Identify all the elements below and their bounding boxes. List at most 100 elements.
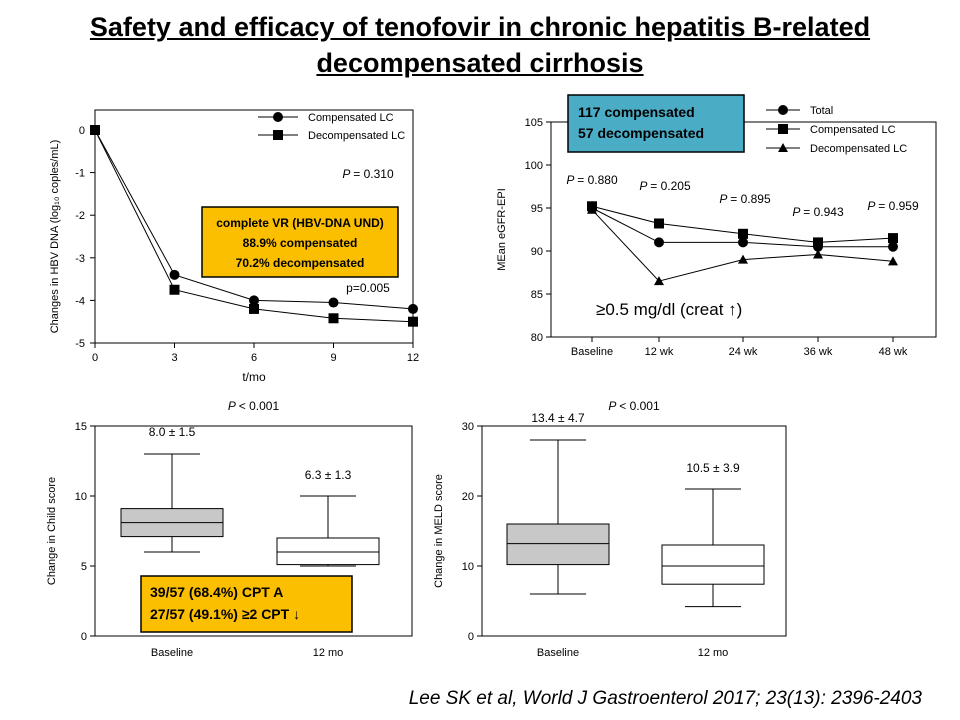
egfr-x-tick-label: 12 wk — [645, 346, 674, 358]
egfr-p-value: P = 0.959 — [867, 199, 919, 213]
hbv-point — [90, 125, 100, 135]
egfr-y-tick-label: 80 — [531, 332, 543, 344]
hbv-point — [249, 295, 259, 306]
egfr-x-tick-label: 24 wk — [729, 346, 758, 358]
meld-p-value: P < 0.001 — [608, 399, 660, 413]
hbv-x-tick-label: 3 — [171, 352, 177, 364]
hbv-p-value: P = 0.310 — [342, 167, 394, 181]
child-p-value: P < 0.001 — [228, 399, 280, 413]
child-callout — [140, 575, 353, 633]
hbv-point — [328, 297, 339, 308]
child-y-tick-label: 0 — [81, 631, 87, 643]
egfr-x-tick-label: 36 wk — [804, 346, 833, 358]
egfr-point — [587, 204, 597, 214]
egfr-y-tick-label: 100 — [525, 160, 543, 172]
hbv-y-tick-label: -2 — [75, 210, 85, 222]
hbv-x-axis-label: t/mo — [242, 370, 266, 384]
egfr-point — [654, 237, 664, 248]
egfr-legend-marker — [778, 143, 788, 152]
child-callout-line: 39/57 (68.4%) CPT A — [150, 584, 283, 600]
egfr-callout-line: 117 compensated — [578, 104, 695, 120]
egfr-point — [813, 237, 823, 248]
egfr-x-tick-label: Baseline — [571, 346, 613, 358]
hbv-y-tick-label: -1 — [75, 168, 85, 180]
meld-y-tick-label: 30 — [462, 421, 474, 433]
egfr-legend-label: Decompensated LC — [810, 143, 907, 155]
egfr-callout-line: 57 decompensated — [578, 125, 704, 141]
child-y-tick-label: 10 — [75, 491, 87, 503]
child-box — [276, 537, 380, 566]
meld-plot-frame — [481, 425, 787, 637]
hbv-legend-marker — [273, 130, 283, 140]
meld-x-tick-label: Baseline — [537, 647, 579, 659]
hbv-x-tick-label: 6 — [251, 352, 257, 364]
hbv-point — [328, 313, 339, 324]
meld-mean-label: 10.5 ± 3.9 — [686, 461, 740, 475]
child-x-tick-label: 12 mo — [313, 647, 344, 659]
egfr-y-axis-label: MEan eGFR-EPI — [496, 188, 508, 271]
child-callout-line: 27/57 (49.1%) ≥2 CPT ↓ — [150, 606, 300, 622]
meld-x-tick-label: 12 mo — [698, 647, 729, 659]
egfr-point — [888, 233, 898, 244]
egfr-point — [888, 256, 898, 266]
hbv-x-tick-label: 9 — [330, 352, 336, 364]
egfr-point — [888, 241, 898, 252]
meld-box — [506, 523, 610, 566]
egfr-legend-marker — [778, 124, 788, 134]
egfr-y-tick-label: 85 — [531, 289, 543, 301]
hbv-legend-marker — [273, 112, 283, 122]
hbv-y-tick-label: -3 — [75, 253, 85, 265]
meld-y-axis-label: Change in MELD score — [433, 474, 445, 588]
child-x-tick-label: Baseline — [151, 647, 193, 659]
hbv-point — [249, 303, 259, 314]
slide-title-line-2: decompensated cirrhosis — [316, 48, 644, 78]
egfr-point — [738, 228, 748, 239]
egfr-legend-label: Compensated LC — [810, 124, 896, 136]
hbv-legend-label: Compensated LC — [308, 112, 394, 124]
hbv-callout — [201, 206, 399, 278]
egfr-point — [738, 254, 748, 264]
meld-box — [661, 544, 765, 585]
egfr-p-value: P = 0.205 — [639, 179, 691, 193]
hbv-x-tick-label: 12 — [407, 352, 419, 364]
egfr-p-value: P = 0.943 — [792, 205, 844, 219]
slide-title-line-1: Safety and efficacy of tenofovir in chro… — [89, 12, 871, 42]
child-y-axis-label: Change in Child score — [46, 477, 58, 585]
hbv-callout-line: 88.9% compensated — [243, 236, 358, 250]
child-y-tick-label: 5 — [81, 561, 87, 573]
egfr-legend-label: Total — [810, 105, 833, 117]
hbv-callout-line: 70.2% decompensated — [236, 256, 365, 270]
meld-y-tick-label: 0 — [468, 631, 474, 643]
egfr-point — [813, 249, 823, 259]
meld-mean-label: 13.4 ± 4.7 — [531, 411, 585, 425]
child-plot-frame — [94, 425, 413, 637]
egfr-legend-marker — [778, 105, 788, 115]
egfr-creatinine-note: ≥0.5 mg/dl (creat ↑) — [596, 300, 742, 319]
egfr-point — [738, 237, 748, 248]
hbv-point — [169, 269, 180, 280]
egfr-point — [654, 276, 664, 286]
meld-y-tick-label: 10 — [462, 561, 474, 573]
meld-y-tick-label: 20 — [462, 491, 474, 503]
egfr-x-tick-label: 48 wk — [879, 346, 908, 358]
hbv-point — [408, 303, 418, 314]
hbv-y-axis-label: Changes in HBV DNA (log₁₀ coples/mL) — [49, 140, 61, 334]
egfr-y-tick-label: 95 — [531, 203, 543, 215]
egfr-p-value: P = 0.895 — [719, 192, 771, 206]
egfr-callout — [567, 94, 745, 153]
hbv-point — [169, 284, 180, 295]
hbv-p2-annotation: p=0.005 — [346, 281, 390, 295]
hbv-x-tick-label: 0 — [92, 352, 98, 364]
hbv-legend-label: Decompensated LC — [308, 130, 405, 142]
child-mean-label: 6.3 ± 1.3 — [305, 468, 352, 482]
egfr-point — [654, 218, 664, 229]
hbv-y-tick-label: 0 — [79, 125, 85, 137]
child-mean-label: 8.0 ± 1.5 — [149, 425, 196, 439]
child-y-tick-label: 15 — [75, 421, 87, 433]
hbv-y-tick-label: -5 — [75, 338, 85, 350]
egfr-y-tick-label: 90 — [531, 246, 543, 258]
hbv-y-tick-label: -4 — [75, 295, 85, 307]
egfr-p-value: P = 0.880 — [566, 173, 618, 187]
hbv-callout-line: complete VR (HBV-DNA UND) — [216, 216, 384, 230]
